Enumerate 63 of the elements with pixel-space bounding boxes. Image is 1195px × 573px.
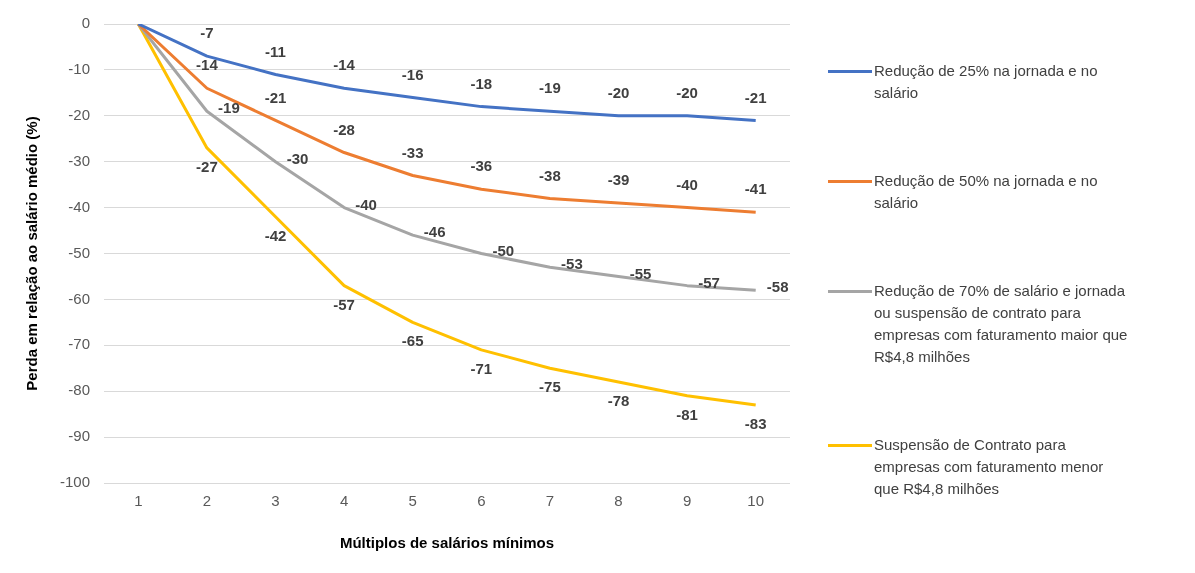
x-tick-label: 2 [202,492,212,510]
x-tick-label: 10 [747,492,765,510]
x-tick-label: 3 [271,492,280,510]
x-axis-title: Múltiplos de salários mínimos [339,534,555,552]
x-tick-label: 4 [339,492,349,510]
y-tick-label: -40 [68,197,91,215]
data-label: -19 [218,99,240,117]
legend-label: Redução de 70% de salário e jornada ou suspensão de contrato para empresas com faturamento maior que R$4,8 milhões [874,281,1128,367]
data-label: -57 [333,295,355,313]
data-label: -42 [264,226,287,244]
data-label: -57 [698,273,720,291]
data-label: -81 [676,405,698,423]
data-label: -75 [539,378,561,396]
legend-label: Suspensão de Contrato para empresas com faturamento menor que R$4,8 milhões [874,435,1105,499]
y-tick-label: -30 [68,151,91,169]
data-label: -30 [286,149,309,167]
y-axis-title: Perda em relação ao salário médio (%) [23,116,41,391]
data-label: -21 [264,88,287,106]
data-label: -50 [492,241,515,259]
x-tick-label: 6 [477,492,486,510]
data-label: -78 [607,392,630,410]
legend-label: Redução de 25% na jornada e no salário [874,61,1099,103]
data-label: -40 [355,195,377,213]
y-tick-label: -50 [68,243,91,261]
data-label: -38 [539,166,561,184]
x-tick-label: 1 [134,492,143,510]
y-tick-label: -80 [68,381,91,399]
data-label: -21 [744,88,767,106]
data-label: -27 [196,158,218,176]
data-label: -7 [200,24,214,42]
data-label: -20 [607,83,630,101]
data-label: -36 [470,157,493,175]
data-label: -40 [676,175,698,193]
data-label: -33 [401,143,424,161]
data-label: -41 [744,180,767,198]
data-label: -71 [470,360,493,378]
data-label: -18 [470,74,493,92]
x-tick-label: 5 [408,492,417,510]
data-label: -83 [744,415,767,433]
x-tick-label: 9 [682,492,692,510]
y-tick-label: -10 [68,60,91,78]
data-label: -58 [766,278,789,296]
data-label: -14 [196,56,219,74]
x-tick-label: 7 [545,492,555,510]
data-label: -20 [676,83,698,101]
data-label: -46 [423,223,446,241]
data-label: -19 [539,79,561,97]
y-tick-label: 0 [81,14,91,32]
y-tick-label: -20 [68,105,91,123]
data-label: -11 [265,42,286,60]
data-label: -14 [333,56,356,74]
legend-label: Redução de 50% na jornada e no salário [874,171,1099,213]
y-tick-label: -60 [68,289,91,307]
y-tick-label: -90 [68,427,91,445]
data-label: -28 [333,120,355,138]
data-label: -65 [401,332,424,350]
y-tick-label: -70 [68,335,91,353]
data-label: -55 [629,264,652,282]
data-label: -39 [607,171,630,189]
data-label: -53 [561,255,583,273]
data-label: -16 [401,65,424,83]
y-tick-label: -100 [59,473,91,491]
x-tick-label: 8 [614,492,623,510]
